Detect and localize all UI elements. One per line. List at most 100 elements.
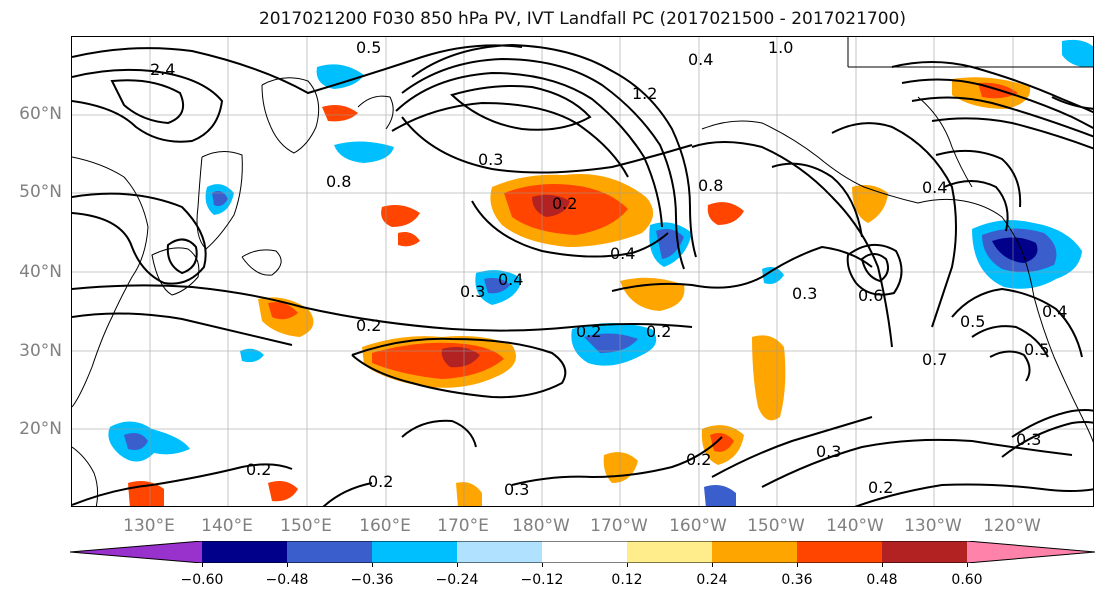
lon-label-180w: 180°W [512,516,570,536]
colorbar-tick-label: 0.48 [866,572,898,588]
pv-patch-neg-small-1 [762,267,784,284]
contour-label: 0.2 [246,460,271,479]
graticule [72,37,1093,506]
colorbar-cell [712,541,798,563]
contour-labels: 2.4 0.5 0.4 1.0 1.2 0.8 0.3 0.2 0.4 0.3 … [150,38,1067,499]
contour-label: 1.0 [768,38,793,57]
contour-label: 0.3 [504,480,529,499]
contour-label: 0.2 [576,322,601,341]
colorbar-tickmark [287,563,288,567]
pv-patch-pos-small-5 [456,482,482,506]
colorbar-cell [457,541,543,563]
lon-label-130e: 130°E [123,516,175,536]
lon-label-160e: 160°E [359,516,411,536]
colorbar-cell [70,541,202,563]
contour-label: 0.2 [356,316,381,335]
lon-label-120w: 120°W [983,516,1041,536]
contour-label: 2.4 [150,60,175,79]
lon-label-150w: 150°W [747,516,805,536]
colorbar-cell [967,541,1095,563]
colorbar-cell [287,541,373,563]
contour-label: 0.2 [552,194,577,213]
colorbar-tickmark [202,563,203,567]
colorbar-tick-label: 0.36 [781,572,813,588]
colorbar-cell [542,541,628,563]
colorbar-tickmark [797,563,798,567]
contour-label: 0.4 [1042,302,1067,321]
colorbar-tick-label: −0.12 [520,572,564,588]
colorbar [70,541,1095,563]
colorbar-tickmark [542,563,543,567]
contour-label: 0.5 [356,38,381,57]
contour-label: 0.4 [498,270,523,289]
pv-patch-pos-small-3 [322,105,358,122]
lon-label-150e: 150°E [280,516,332,536]
contour-label: 0.3 [1016,430,1041,449]
contour-label: 0.6 [858,286,883,305]
pv-patch-pos-gulf [852,185,888,223]
colorbar-tickmark [627,563,628,567]
colorbar-cell [882,541,968,563]
map-canvas: 2.4 0.5 0.4 1.0 1.2 0.8 0.3 0.2 0.4 0.3 … [72,37,1093,506]
colorbar-tick-label: −0.60 [180,572,224,588]
contour-label: 0.4 [688,50,713,69]
lat-label-20n: 20°N [19,419,62,439]
lat-label-40n: 40°N [19,262,62,282]
contour-label: 0.2 [646,322,671,341]
colorbar-tickmark [967,563,968,567]
colorbar-tick-label: 0.24 [696,572,728,588]
coastlines [72,37,1093,506]
lon-label-160w: 160°W [669,516,727,536]
colorbar-cell [202,541,288,563]
contour-label: 0.3 [460,282,485,301]
colorbar-tickmark [882,563,883,567]
pv-patch-pos-west-core [268,302,298,320]
contour-label: 0.4 [922,178,947,197]
pv-patch-pos-east-pacific [752,335,786,421]
pv-patch-neg-kamchatka [316,64,364,89]
ivt-contours [72,43,1093,506]
contour-label: 0.7 [922,350,947,369]
colorbar-tickmark [457,563,458,567]
pv-patch-pos-small-4 [398,232,420,247]
colorbar-tickmark [372,563,373,567]
colorbar-tick-label: −0.48 [265,572,309,588]
lat-label-60n: 60°N [19,104,62,124]
pv-patch-pos-subtropic-core [441,347,480,368]
pv-patch-neg-east-core [992,237,1038,263]
colorbar-cell [627,541,713,563]
lon-label-140w: 140°W [826,516,884,536]
pv-patch-neg-central-core [484,277,510,294]
pv-patch-pos-small-1 [268,481,298,502]
pv-patch-pos-date-line [620,277,685,311]
contour-label: 1.2 [632,84,657,103]
lon-label-170w: 170°W [590,516,648,536]
pv-patch-pos-small-2 [603,452,638,483]
pv-patch-neg-small-3 [704,485,736,506]
colorbar-tick-label: −0.24 [435,572,479,588]
contour-label: 0.2 [868,478,893,497]
lon-label-130w: 130°W [904,516,962,536]
colorbar-tick-label: 0.60 [951,572,983,588]
contour-label: 0.4 [610,244,635,263]
contour-label: 0.3 [816,442,841,461]
pv-patch-pos-central-north-core [532,194,570,217]
colorbar-cell [372,541,458,563]
contour-label: 0.2 [686,450,711,469]
pv-patch-neg-okhotsk [334,141,394,163]
pv-patch-neg-arctic-east [1062,39,1093,68]
pv-patch-neg-south-core [584,333,638,353]
lon-label-140e: 140°E [201,516,253,536]
pv-patch-neg-west-pacific [108,421,190,462]
pv-patch-neg-west-pacific-core [124,433,148,450]
lon-label-170e: 170°E [437,516,489,536]
negative-pv-patches [108,39,1093,506]
contour-label: 0.8 [326,172,351,191]
pv-patch-neg-japan-core [212,191,228,207]
map-panel: 2.4 0.5 0.4 1.0 1.2 0.8 0.3 0.2 0.4 0.3 … [71,36,1094,507]
colorbar-tick-label: −0.36 [350,572,394,588]
lat-label-30n: 30°N [19,341,62,361]
pv-patch-pos-southeast-core [710,433,734,452]
contour-label: 0.2 [368,472,393,491]
pv-patch-pos-alaska [707,202,744,225]
